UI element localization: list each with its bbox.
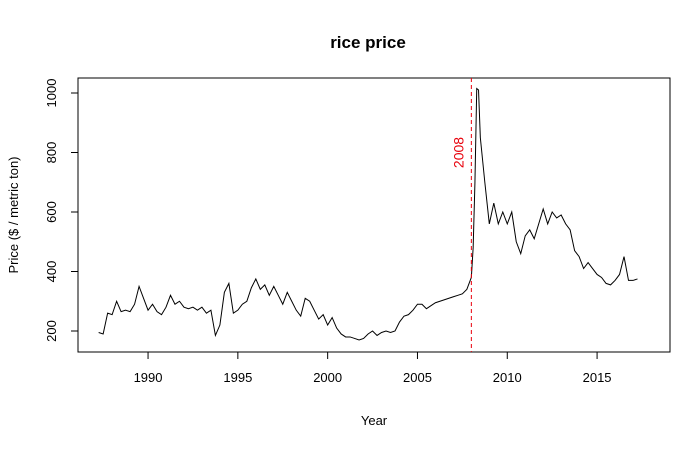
y-tick-label: 1000 <box>44 79 59 108</box>
x-tick-label: 2005 <box>403 370 432 385</box>
x-tick-label: 1995 <box>223 370 252 385</box>
y-tick-label: 400 <box>44 261 59 283</box>
annotation-label: 2008 <box>450 137 466 168</box>
x-tick-label: 2010 <box>493 370 522 385</box>
x-axis-label: Year <box>361 413 388 428</box>
x-tick-label: 2000 <box>313 370 342 385</box>
chart-title: rice price <box>330 33 406 52</box>
price-line <box>98 87 638 341</box>
y-tick-label: 800 <box>44 142 59 164</box>
plot-box <box>77 77 671 353</box>
y-tick-label: 600 <box>44 201 59 223</box>
x-tick-label: 1990 <box>134 370 163 385</box>
y-tick-label: 200 <box>44 320 59 342</box>
y-axis-label: Price ($ / metric ton) <box>6 156 21 273</box>
x-tick-label: 2015 <box>583 370 612 385</box>
